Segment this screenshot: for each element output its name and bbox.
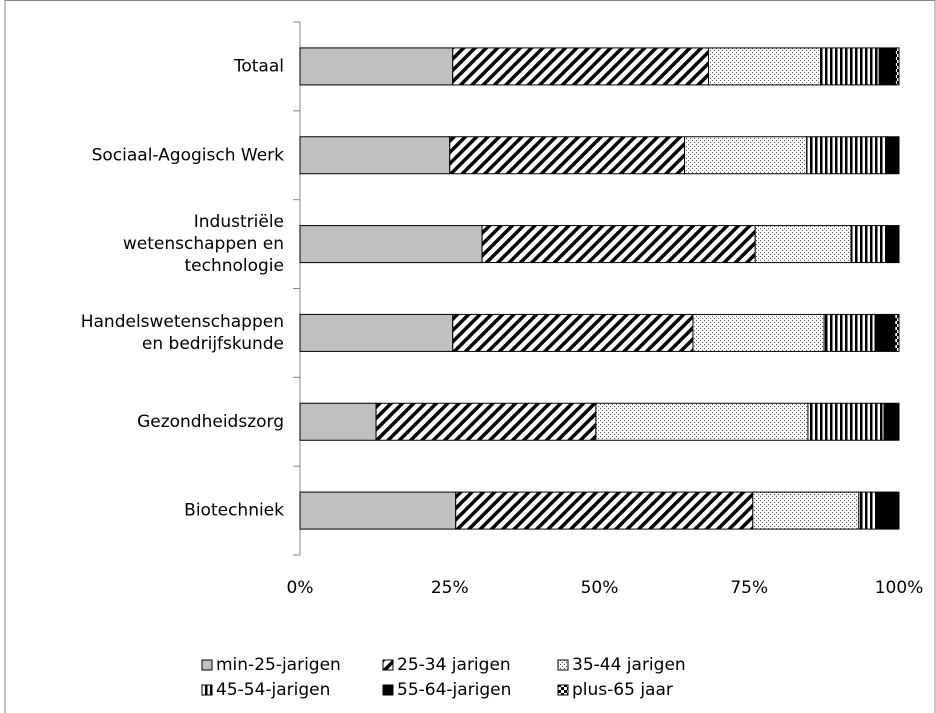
frame bbox=[4, 0, 936, 713]
x-tick-label: 100% bbox=[875, 578, 924, 598]
y-tick-label: Gezondheidszorg bbox=[137, 412, 284, 432]
legend-swatch bbox=[382, 684, 394, 696]
bar-segment bbox=[886, 136, 900, 175]
bar-segment bbox=[299, 225, 483, 264]
legend-label: 25-34 jarigen bbox=[397, 655, 511, 675]
bar-segment bbox=[692, 313, 825, 352]
y-tick-label: Totaal bbox=[233, 56, 284, 76]
bar-segment bbox=[299, 47, 454, 86]
bar-segment bbox=[299, 136, 451, 175]
y-tick-label: Biotechniek bbox=[184, 501, 284, 521]
bar-segment bbox=[455, 491, 754, 530]
x-tick-label: 25% bbox=[431, 578, 469, 598]
bar-segment bbox=[858, 491, 879, 530]
bar-segment bbox=[874, 313, 896, 352]
legend-label: 55-64-jarigen bbox=[397, 680, 511, 700]
legend-swatch bbox=[201, 659, 213, 671]
legend-swatch bbox=[557, 684, 569, 696]
bar-segment bbox=[754, 225, 852, 264]
bar-segment bbox=[299, 313, 454, 352]
bar-segment bbox=[449, 136, 686, 175]
bar-segment bbox=[823, 313, 876, 352]
bar-segment bbox=[299, 402, 377, 441]
bar-segment bbox=[850, 225, 888, 264]
bar-segment bbox=[894, 47, 900, 86]
bar-segment bbox=[708, 47, 822, 86]
legend-label: plus-65 jaar bbox=[572, 680, 673, 700]
y-tick-label: Industriële wetenschappen en technologie bbox=[123, 212, 284, 276]
bar-segment bbox=[481, 225, 756, 264]
bar-segment bbox=[894, 313, 900, 352]
x-tick-label: 0% bbox=[287, 578, 314, 598]
bar-segment bbox=[806, 136, 888, 175]
bar-segment bbox=[452, 313, 694, 352]
bar-segment bbox=[877, 491, 900, 530]
bar-segment bbox=[886, 225, 900, 264]
legend-label: 35-44 jarigen bbox=[572, 655, 686, 675]
bar-segment bbox=[299, 491, 457, 530]
x-tick-label: 75% bbox=[730, 578, 768, 598]
bar-segment bbox=[375, 402, 597, 441]
legend-swatch bbox=[382, 659, 394, 671]
bar-segment bbox=[878, 47, 896, 86]
bar-segment bbox=[684, 136, 808, 175]
bar-segment bbox=[595, 402, 809, 441]
bar-segment bbox=[452, 47, 710, 86]
bar-segment bbox=[820, 47, 880, 86]
legend-label: 45-54-jarigen bbox=[216, 680, 330, 700]
bar-segment bbox=[752, 491, 860, 530]
x-tick-label: 50% bbox=[581, 578, 619, 598]
y-tick-label: Handelswetenschappen en bedrijfskunde bbox=[81, 312, 284, 354]
bar-segment bbox=[807, 402, 885, 441]
y-tick-label: Sociaal-Agogisch Werk bbox=[92, 145, 285, 165]
legend-swatch bbox=[557, 659, 569, 671]
bar-segment bbox=[883, 402, 900, 441]
legend-label: min-25-jarigen bbox=[216, 655, 341, 675]
legend-swatch bbox=[201, 684, 213, 696]
